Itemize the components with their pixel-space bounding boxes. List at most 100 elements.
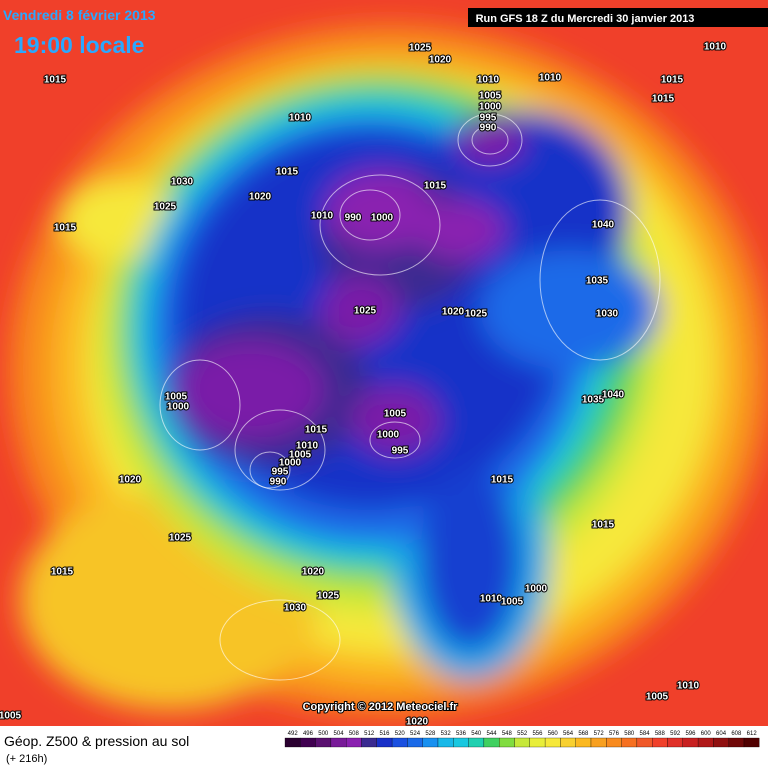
scale-label: 612 (747, 731, 758, 737)
isobar-label: 1005 (165, 392, 188, 403)
scale-swatch (590, 737, 607, 748)
isobar-label: 1020 (442, 307, 465, 318)
scale-swatch (330, 737, 347, 748)
scale-swatch (407, 737, 423, 748)
isobar-label: 1010 (480, 594, 503, 605)
isobar-label: 1010 (677, 681, 700, 692)
scale-label: 608 (731, 731, 742, 737)
scale-swatch (560, 737, 576, 748)
scale-label: 524 (410, 731, 421, 737)
isobar-label: 1010 (289, 113, 312, 124)
scale-swatch (697, 737, 714, 748)
scale-swatch (376, 737, 393, 748)
isobar-label: 1000 (279, 458, 302, 469)
isobar-label: 1010 (539, 73, 562, 84)
scale-label: 568 (578, 731, 589, 737)
scale-label: 528 (425, 731, 436, 737)
isobar-label: 1025 (354, 306, 377, 317)
geopotential-field (0, 0, 768, 726)
scale-swatch (361, 737, 377, 748)
isobar-label: 1025 (154, 202, 177, 213)
scale-swatch (437, 737, 454, 748)
scale-swatch (682, 737, 699, 748)
scale-label: 592 (670, 731, 681, 737)
isobar-label: 1030 (171, 177, 194, 188)
scale-label: 584 (640, 731, 651, 737)
scale-label: 596 (685, 731, 696, 737)
scale-swatch (544, 737, 561, 748)
isobar-label: 1015 (491, 475, 514, 486)
isobar-label: 1035 (582, 395, 605, 406)
isobar-label: 1005 (479, 91, 502, 102)
isobar-label: 1025 (169, 533, 192, 544)
scale-swatch (422, 737, 439, 748)
isobar-label: 990 (480, 123, 497, 134)
scale-label: 536 (456, 731, 467, 737)
isobar-label: 1010 (311, 211, 334, 222)
run-box (468, 8, 768, 27)
isobar-label: 1010 (296, 441, 319, 452)
scale-swatch (346, 737, 362, 748)
isobar-label: 1030 (596, 309, 619, 320)
scale-label: 520 (395, 731, 406, 737)
isobar-label: 1020 (406, 717, 429, 728)
scale-label: 496 (303, 731, 314, 737)
scale-label: 540 (471, 731, 482, 737)
scale-label: 504 (334, 731, 345, 737)
color-scale: 492 496 500 504 508 512 516 520 524 528 532 536 540 5… (284, 731, 760, 748)
scale-swatch (514, 737, 530, 748)
scale-label: 492 (288, 731, 299, 737)
scale-label: 516 (379, 731, 390, 737)
isobar-label: 995 (272, 467, 289, 478)
scale-label: 544 (487, 731, 498, 737)
scale-swatch (636, 737, 653, 748)
scale-swatch (667, 737, 683, 748)
isobar-label: 1025 (409, 43, 432, 54)
isobar-label: 1005 (501, 597, 524, 608)
isobar-label: 1015 (661, 75, 684, 86)
scale-swatch (499, 737, 515, 748)
scale-label: 560 (548, 731, 559, 737)
isobar-label: 1015 (305, 425, 328, 436)
scale-label: 580 (624, 731, 635, 737)
scale-swatch (575, 737, 592, 748)
isobar-label: 1040 (592, 220, 615, 231)
isobar-label: 1005 (646, 692, 669, 703)
scale-label: 532 (441, 731, 452, 737)
scale-label: 508 (349, 731, 360, 737)
scale-label: 564 (563, 731, 574, 737)
isobar-label: 995 (392, 446, 409, 457)
isobar-label: 1025 (317, 591, 340, 602)
isobar-label: 1015 (54, 223, 77, 234)
scale-swatch (529, 737, 546, 748)
scale-label: 552 (517, 731, 528, 737)
scale-swatch (743, 737, 760, 748)
isobar-label: 1015 (51, 567, 74, 578)
isobar-label: 1015 (652, 94, 675, 105)
scale-label: 556 (532, 731, 543, 737)
scale-swatch (284, 737, 301, 748)
isobar-label: 1010 (704, 42, 727, 53)
isobar-label: 1020 (302, 567, 325, 578)
scale-label: 500 (318, 731, 329, 737)
isobar-label: 1035 (586, 276, 609, 287)
scale-label: 548 (502, 731, 513, 737)
isobar-label: 990 (270, 477, 287, 488)
forecast-date: Vendredi 8 février 2013 (3, 7, 156, 23)
isobar-label: 1010 (477, 75, 500, 86)
run-info: Run GFS 18 Z du Mercredi 30 janvier 2013 (476, 13, 695, 25)
scale-swatch (315, 737, 332, 748)
isobar-label: 990 (345, 213, 362, 224)
scale-swatch (468, 737, 485, 748)
isobar-label: 1020 (429, 55, 452, 66)
scale-swatch (606, 737, 622, 748)
scale-label: 600 (701, 731, 712, 737)
isobar-label: 1000 (167, 402, 190, 413)
isobar-label: 1015 (276, 167, 299, 178)
isobar-label: 1040 (602, 390, 625, 401)
scale-label: 572 (594, 731, 605, 737)
scale-swatch (453, 737, 469, 748)
